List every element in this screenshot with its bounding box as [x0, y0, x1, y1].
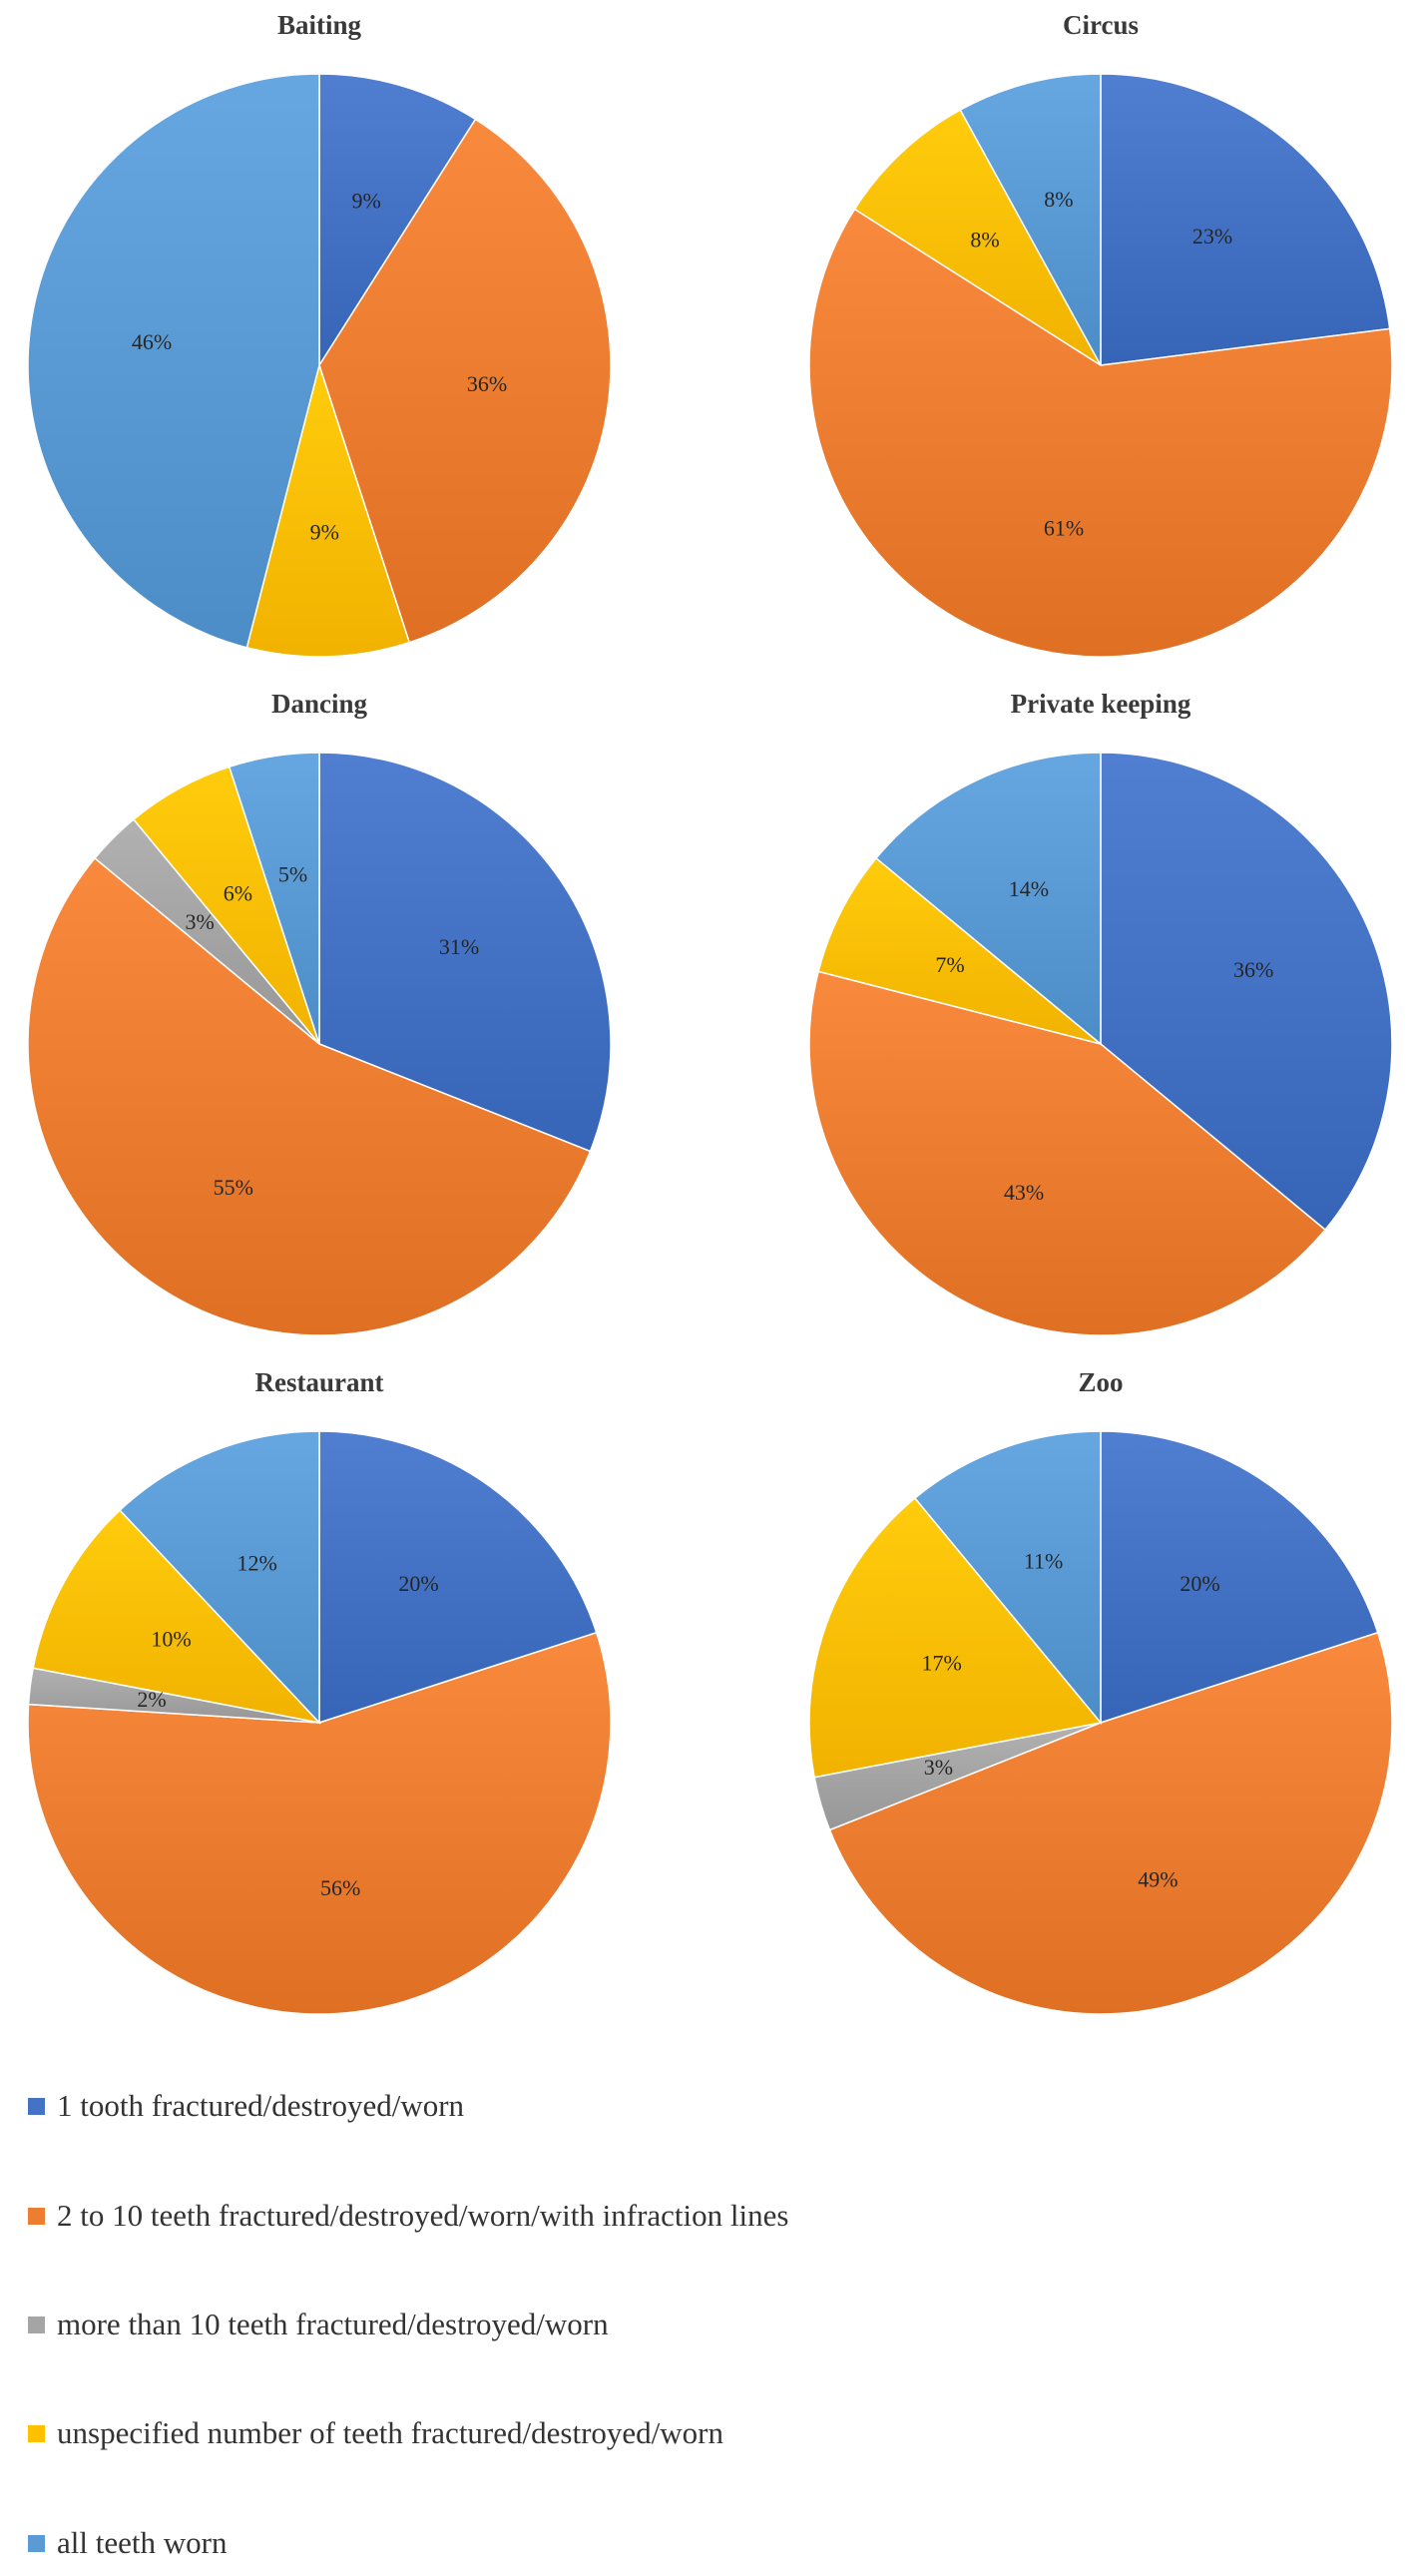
pie-chart-restaurant: Restaurant 20% 56% 2% 10% 12%	[0, 1367, 639, 2026]
legend-item-two-to-ten: 2 to 10 teeth fractured/destroyed/worn/w…	[28, 2196, 788, 2236]
pie-label-baiting-all-worn: 46%	[132, 329, 172, 354]
legend-label-all-worn: all teeth worn	[57, 2525, 228, 2560]
pie-label-restaurant-one-tooth: 20%	[398, 1571, 438, 1596]
pie-slice-restaurant-two-to-ten	[27, 1631, 612, 2015]
pie-label-restaurant-unspecified: 10%	[151, 1626, 191, 1651]
pie-label-baiting-unspecified: 9%	[310, 519, 339, 544]
pie-svg-circus: 23% 61% 8% 8%	[808, 73, 1393, 658]
pie-slice-zoo-unspecified	[808, 1496, 1103, 1779]
pie-label-dancing-one-tooth: 31%	[439, 934, 479, 959]
pie-label-private-keeping-all-worn: 14%	[1009, 876, 1049, 901]
pie-slice-zoo-all-worn	[913, 1430, 1102, 1726]
pie-svg-restaurant: 20% 56% 2% 10% 12%	[27, 1430, 612, 2015]
pie-chart-circus: Circus 23% 61% 8% 8%	[781, 10, 1415, 669]
pie-svg-dancing: 31% 55% 3% 6% 5%	[27, 752, 612, 1336]
pie-label-circus-unspecified: 8%	[970, 228, 999, 253]
pie-title-zoo: Zoo	[1078, 1367, 1124, 1397]
pie-label-restaurant-more-than-ten: 2%	[137, 1687, 166, 1712]
pie-chart-zoo: Zoo 20% 49% 3% 17% 11%	[781, 1367, 1415, 2026]
pie-slice-dancing-two-to-ten	[27, 856, 592, 1336]
legend-swatch-unspecified	[28, 2424, 45, 2442]
pie-slice-zoo-two-to-ten	[828, 1631, 1393, 2015]
pie-slice-baiting-two-to-ten	[318, 118, 612, 644]
pie-label-zoo-all-worn: 11%	[1024, 1549, 1064, 1574]
pie-slice-private-keeping-one-tooth	[1100, 752, 1393, 1232]
pie-slice-circus-one-tooth	[1100, 73, 1391, 366]
pie-slice-restaurant-all-worn	[119, 1430, 320, 1725]
pie-slice-circus-two-to-ten	[808, 208, 1393, 658]
pie-chart-dancing: Dancing 31% 55% 3% 6% 5%	[0, 689, 639, 1347]
pie-svg-zoo: 20% 49% 3% 17% 11%	[808, 1430, 1393, 2015]
pie-label-private-keeping-unspecified: 7%	[935, 952, 964, 977]
pie-label-dancing-more-than-ten: 3%	[186, 909, 215, 934]
pie-slice-private-keeping-unspecified	[817, 856, 1102, 1045]
pie-chart-private-keeping: Private keeping 36% 43% 7% 14%	[781, 689, 1415, 1347]
pie-label-restaurant-two-to-ten: 56%	[320, 1875, 360, 1900]
pie-label-circus-all-worn: 8%	[1044, 187, 1073, 212]
pie-label-dancing-all-worn: 5%	[278, 862, 307, 887]
pie-slice-private-keeping-two-to-ten	[808, 970, 1327, 1336]
pie-title-baiting: Baiting	[276, 10, 362, 40]
legend-item-more-than-ten: more than 10 teeth fractured/destroyed/w…	[28, 2305, 609, 2344]
pie-slice-circus-unspecified	[853, 109, 1102, 366]
legend-label-more-than-ten: more than 10 teeth fractured/destroyed/w…	[57, 2307, 609, 2341]
pie-label-dancing-two-to-ten: 55%	[214, 1175, 253, 1200]
pie-label-restaurant-all-worn: 12%	[237, 1551, 277, 1576]
pie-label-circus-two-to-ten: 61%	[1044, 515, 1084, 540]
pie-label-zoo-more-than-ten: 3%	[924, 1755, 953, 1780]
pie-title-dancing: Dancing	[270, 689, 368, 719]
pie-slice-dancing-all-worn	[228, 752, 320, 1045]
legend-item-all-worn: all teeth worn	[28, 2523, 227, 2563]
legend-swatch-all-worn	[28, 2534, 45, 2552]
pie-title-private-keeping: Private keeping	[1010, 689, 1191, 719]
pie-label-zoo-two-to-ten: 49%	[1138, 1866, 1178, 1891]
pie-label-zoo-unspecified: 17%	[922, 1651, 962, 1676]
legend-swatch-more-than-ten	[28, 2316, 45, 2333]
pie-slice-circus-all-worn	[959, 73, 1102, 366]
pie-label-private-keeping-one-tooth: 36%	[1233, 957, 1273, 982]
legend-label-two-to-ten: 2 to 10 teeth fractured/destroyed/worn/w…	[57, 2198, 789, 2233]
pie-slice-baiting-unspecified	[245, 362, 411, 658]
pie-slice-baiting-one-tooth	[318, 73, 477, 368]
pie-label-baiting-two-to-ten: 36%	[467, 371, 507, 396]
pie-slice-restaurant-one-tooth	[318, 1430, 598, 1725]
pie-label-private-keeping-two-to-ten: 43%	[1004, 1180, 1044, 1205]
pie-label-circus-one-tooth: 23%	[1192, 224, 1232, 249]
pie-title-restaurant: Restaurant	[254, 1367, 384, 1397]
pie-svg-private-keeping: 36% 43% 7% 14%	[808, 752, 1393, 1336]
pie-label-zoo-one-tooth: 20%	[1179, 1571, 1219, 1596]
pie-label-dancing-unspecified: 6%	[224, 881, 252, 906]
legend-label-one-tooth: 1 tooth fractured/destroyed/worn	[57, 2088, 465, 2123]
pie-svg-baiting: 9% 36% 9% 46%	[27, 73, 612, 658]
legend-swatch-two-to-ten	[28, 2207, 45, 2225]
pie-chart-baiting: Baiting 9% 36% 9% 46%	[0, 10, 639, 669]
legend-swatch-one-tooth	[28, 2097, 45, 2115]
legend-label-unspecified: unspecified number of teeth fractured/de…	[57, 2415, 723, 2450]
legend-item-one-tooth: 1 tooth fractured/destroyed/worn	[28, 2086, 464, 2126]
pie-slice-dancing-one-tooth	[318, 752, 612, 1153]
pie-label-baiting-one-tooth: 9%	[352, 188, 381, 213]
pie-slice-private-keeping-all-worn	[874, 752, 1102, 1046]
pie-slice-restaurant-unspecified	[32, 1509, 322, 1725]
pie-slice-zoo-one-tooth	[1100, 1430, 1379, 1725]
pie-slice-baiting-all-worn	[27, 73, 320, 649]
legend-item-unspecified: unspecified number of teeth fractured/de…	[28, 2413, 723, 2453]
pie-title-circus: Circus	[1062, 10, 1139, 40]
